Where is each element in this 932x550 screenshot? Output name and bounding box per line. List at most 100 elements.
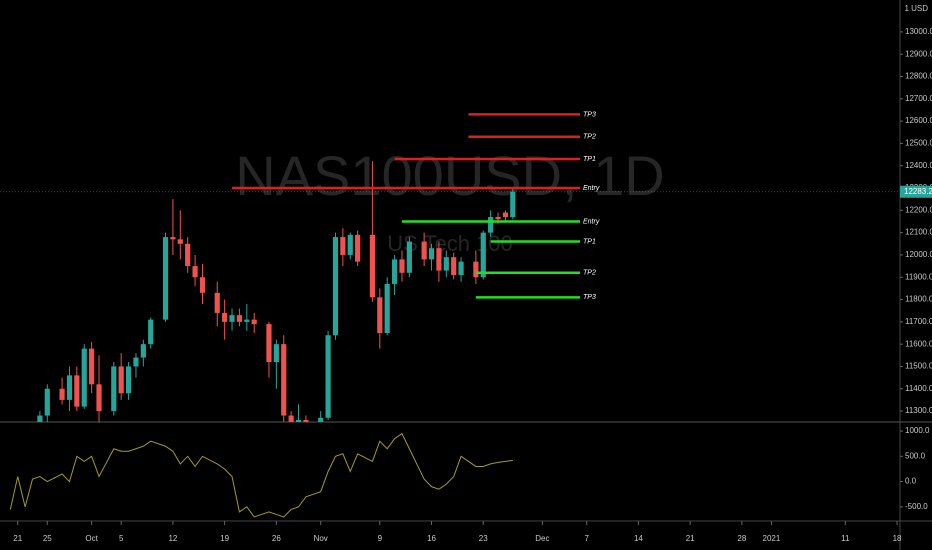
candle-body [318,417,324,422]
osc-y-tick-label: -500.0 [905,502,928,511]
candle-body [251,319,257,325]
osc-y-tick-label: 500.0 [905,451,926,460]
y-tick-label: 12800.0 [905,72,932,81]
candle-body [480,232,486,278]
x-tick-label: 21 [686,534,695,543]
x-tick-label: 2021 [763,534,781,543]
y-tick-label: 11300.0 [905,406,932,415]
x-tick-label: 23 [479,534,488,543]
y-tick-label: 12000.0 [905,250,932,259]
candle-body [81,348,87,407]
watermark-sub: US Tech 100 [387,231,513,256]
last-price-label: 12283.2 [904,187,932,196]
candle-body [140,344,146,358]
candle-body [369,234,375,298]
level-label: TP3 [583,111,596,118]
watermark: NAS100USD, 1D [235,144,665,207]
level-label: Entry [583,185,600,192]
y-tick-label: 11600.0 [905,339,932,348]
candle-body [347,234,353,255]
candle-body [44,388,50,416]
level-label: TP2 [583,270,596,277]
candle-body [502,212,509,218]
candle-body [133,357,139,367]
candle-body [325,335,331,418]
level-label: Entry [583,218,600,225]
x-tick-label: 14 [634,534,643,543]
y-tick-label: 13000.0 [905,27,932,36]
x-tick-label: 25 [43,534,52,543]
candle-body [384,283,390,334]
candle-body [421,241,427,260]
level-label: TP3 [583,294,596,301]
candle-body [332,237,339,336]
x-tick-label: 26 [272,534,281,543]
candle-body [118,366,124,394]
candle-body [473,261,479,278]
level-label: TP1 [583,238,596,245]
x-tick-label: 7 [584,534,589,543]
y-tick-label: 12500.0 [905,139,932,148]
candle-body [111,366,117,412]
currency-label: 1 USD [904,4,928,13]
y-tick-label: 12900.0 [905,49,932,58]
candle-body [170,237,176,240]
x-tick-label: 16 [427,534,436,543]
candle-body [488,217,494,233]
level-label: TP1 [583,156,596,163]
x-tick-label: 18 [893,534,902,543]
y-tick-label: 11400.0 [905,384,932,393]
candle-body [355,234,361,262]
y-tick-label: 11700.0 [905,317,932,326]
candle-body [399,259,405,273]
candle-body [510,191,516,218]
candle-body [89,348,95,385]
candle-body [273,344,279,363]
candle-body [443,257,449,271]
last-price-box [900,185,932,198]
y-tick-label: 12200.0 [905,205,932,214]
x-tick-label: Dec [535,534,549,543]
x-tick-label: 28 [737,534,746,543]
x-tick-label: 19 [220,534,229,543]
osc-y-tick-label: 0.0 [905,477,917,486]
candle-body [288,415,294,422]
y-tick-label: 12700.0 [905,94,932,103]
y-tick-label: 11900.0 [905,272,932,281]
axes: 11300.011400.011500.011600.011700.011800… [13,27,932,543]
candle-body [222,312,228,322]
candle-body [281,344,287,416]
candle-body [37,415,43,422]
candle-body [59,388,65,400]
candle-body [266,324,272,363]
y-tick-label: 11800.0 [905,295,932,304]
oscillator-line [9,432,513,518]
candle-body [391,259,398,284]
level-label: TP2 [583,134,596,141]
y-tick-label: 12600.0 [905,116,932,125]
candle-body [303,419,309,422]
candle-body [436,248,442,271]
candle-body [214,292,220,313]
main-pane: TP3 TP2 TP1 Entry Entry TP1 TP2 TP3 [0,111,900,422]
candle-body [406,241,412,273]
candle-body [66,375,73,400]
candle-body [244,319,250,322]
candle-body [185,243,191,267]
candle-body [177,239,183,244]
candle-body [428,248,435,260]
candle-body [148,319,154,345]
oscillator-pane [9,432,513,518]
candle-body [162,237,169,320]
y-tick-label: 12100.0 [905,228,932,237]
candle-body [236,315,242,322]
candle-body [74,375,80,407]
x-tick-label: 21 [13,534,22,543]
candle-body [192,266,198,278]
x-tick-label: 5 [119,534,124,543]
osc-y-tick-label: 1000.0 [905,426,930,435]
candle-body [377,297,383,334]
